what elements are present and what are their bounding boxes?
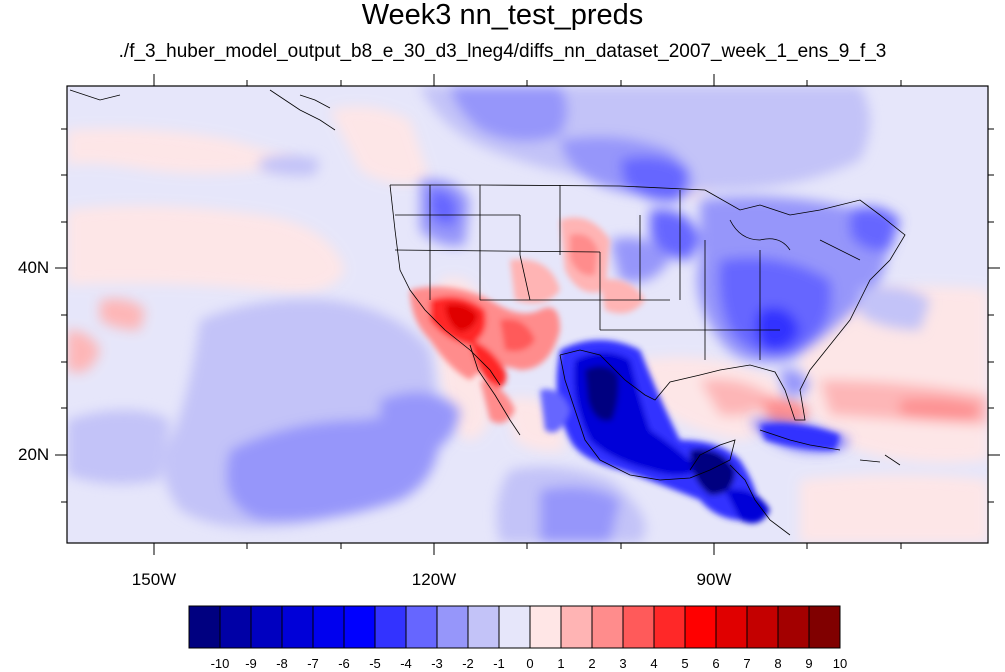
colorbar-box <box>560 605 593 649</box>
colorbar-box <box>281 605 314 649</box>
colorbar-box <box>622 605 655 649</box>
colorbar-box <box>715 605 748 649</box>
lon-label-120w: 120W <box>411 570 457 589</box>
axis-ticks <box>55 74 1000 555</box>
precip-diff-field <box>67 86 988 543</box>
colorbar-box <box>436 605 469 649</box>
colorbar-box <box>374 605 407 649</box>
map-title: Week3 nn_test_preds <box>361 0 644 31</box>
colorbar-label: 7 <box>743 656 751 671</box>
colorbar-box <box>188 605 221 649</box>
colorbar-label: -4 <box>400 656 412 671</box>
colorbar-label: 9 <box>805 656 813 671</box>
colorbar-box <box>591 605 624 649</box>
colorbar-box <box>219 605 252 649</box>
colorbar-label: -6 <box>338 656 350 671</box>
lon-label-90w: 90W <box>696 570 732 589</box>
colorbar-box <box>529 605 562 649</box>
colorbar-label: -3 <box>431 656 443 671</box>
colorbar-label: -8 <box>276 656 288 671</box>
colorbar-label: -1 <box>493 656 505 671</box>
colorbar-box <box>312 605 345 649</box>
colorbar-label: 8 <box>774 656 782 671</box>
colorbar-label: 10 <box>832 656 848 671</box>
colorbar-label: 5 <box>681 656 689 671</box>
colorbar-box <box>777 605 810 649</box>
colorbar-box <box>405 605 438 649</box>
colorbar-box <box>808 605 841 649</box>
lat-label-20n: 20N <box>18 445 50 464</box>
colorbar-box <box>746 605 779 649</box>
colorbar-box <box>498 605 531 649</box>
colorbar-box <box>653 605 686 649</box>
colorbar-label: -2 <box>462 656 474 671</box>
colorbar-label: 3 <box>619 656 627 671</box>
colorbar-box <box>684 605 717 649</box>
lat-label-40n: 40N <box>18 258 50 277</box>
colorbar-label: -10 <box>210 656 230 671</box>
colorbar-box <box>467 605 500 649</box>
map-subtitle: ./f_3_huber_model_output_b8_e_30_d3_lneg… <box>118 41 887 62</box>
colorbar-label: -9 <box>245 656 257 671</box>
colorbar-label: 2 <box>588 656 596 671</box>
colorbar-label: 0 <box>526 656 534 671</box>
colorbar-label: 6 <box>712 656 720 671</box>
colorbar-label: 1 <box>557 656 565 671</box>
colorbar-label: -5 <box>369 656 381 671</box>
colorbar-box <box>343 605 376 649</box>
colorbar-label: -7 <box>307 656 319 671</box>
colorbar-box <box>250 605 283 649</box>
lon-label-150w: 150W <box>131 570 177 589</box>
colorbar-label: 4 <box>650 656 658 671</box>
coastlines <box>69 89 906 536</box>
